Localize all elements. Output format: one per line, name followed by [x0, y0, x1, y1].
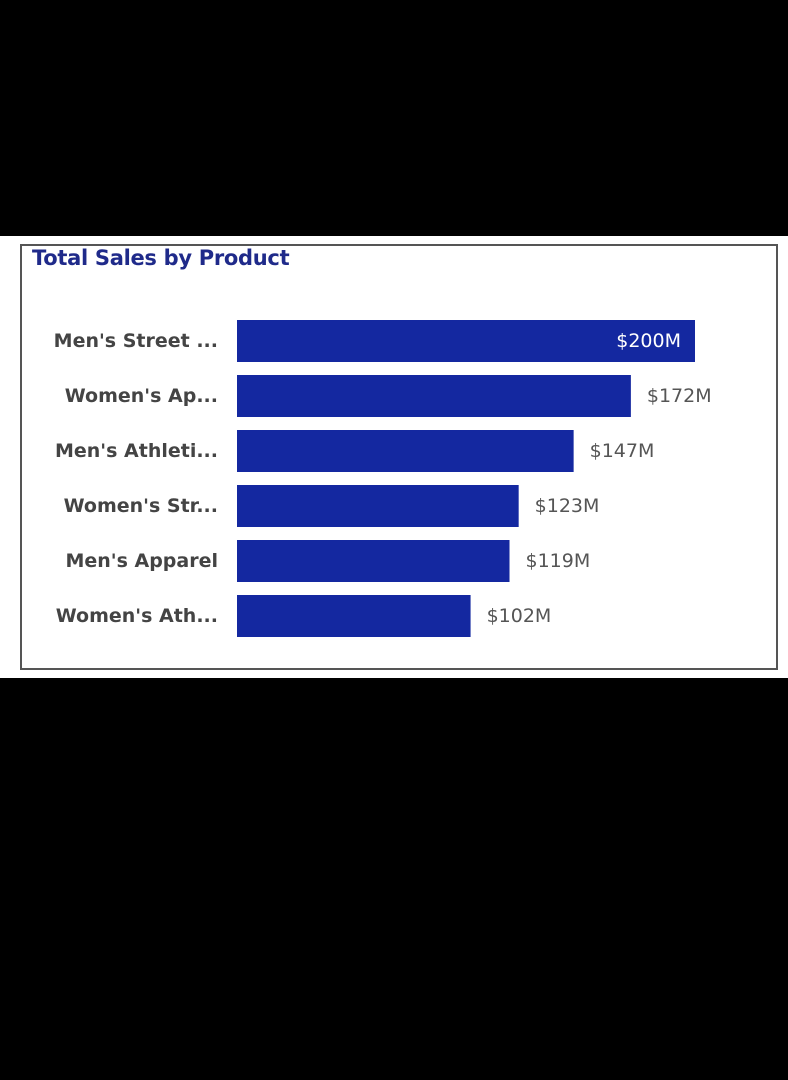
- category-label: Men's Athleti...: [55, 440, 218, 462]
- bar[interactable]: [237, 430, 574, 472]
- bar[interactable]: [237, 540, 510, 582]
- data-label: $147M: [590, 440, 655, 462]
- category-label: Men's Apparel: [65, 550, 218, 572]
- category-label: Women's Ath...: [56, 605, 218, 627]
- category-label: Women's Ap...: [65, 385, 218, 407]
- data-label: $119M: [526, 550, 591, 572]
- data-label: $200M: [616, 330, 681, 352]
- data-label: $102M: [487, 605, 552, 627]
- data-label: $172M: [647, 385, 712, 407]
- category-label: Women's Str...: [64, 495, 218, 517]
- bar[interactable]: [237, 595, 471, 637]
- category-label: Men's Street ...: [54, 330, 218, 352]
- data-label: $123M: [535, 495, 600, 517]
- chart-title: Total Sales by Product: [32, 246, 290, 270]
- bar[interactable]: [237, 375, 631, 417]
- bar[interactable]: [237, 485, 519, 527]
- bar[interactable]: [237, 320, 695, 362]
